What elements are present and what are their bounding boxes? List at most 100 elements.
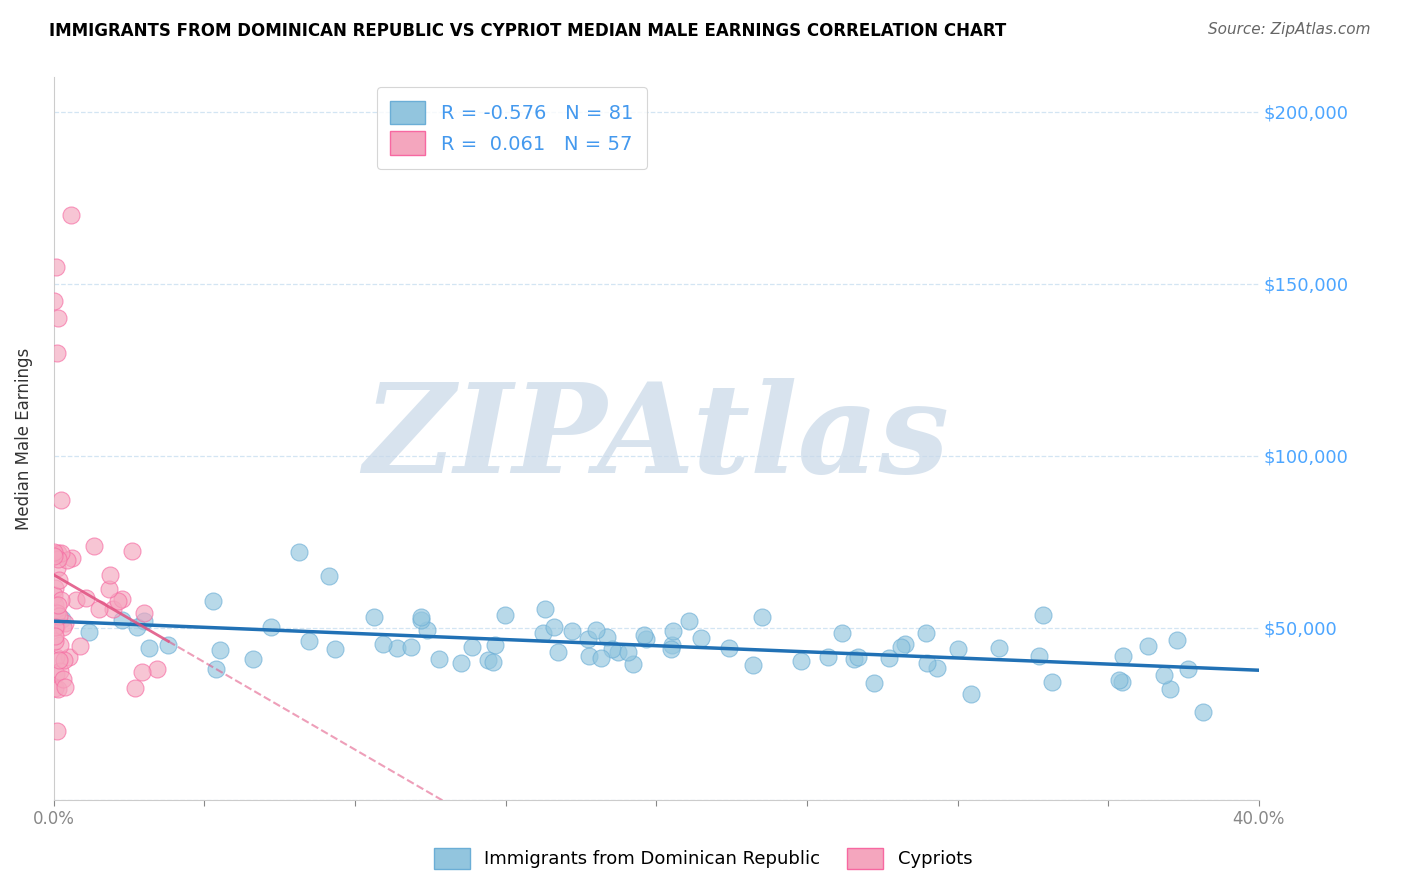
- Point: [862, 676, 884, 690]
- Point: [121, 544, 143, 558]
- Point: [416, 624, 439, 638]
- Point: [49, 493, 72, 508]
- Point: [46, 723, 69, 738]
- Point: [831, 626, 853, 640]
- Point: [45, 560, 67, 574]
- Point: [52, 620, 75, 634]
- Point: [1112, 648, 1135, 663]
- Point: [450, 657, 472, 671]
- Point: [718, 640, 741, 655]
- Point: [138, 641, 160, 656]
- Point: [46, 682, 69, 697]
- Point: [97, 582, 120, 597]
- Point: [49, 592, 72, 607]
- Point: [427, 652, 450, 666]
- Point: [204, 662, 226, 676]
- Point: [75, 591, 97, 605]
- Point: [44, 681, 66, 695]
- Point: [399, 640, 422, 654]
- Point: [600, 642, 623, 657]
- Point: [543, 620, 565, 634]
- Point: [481, 655, 503, 669]
- Point: [131, 665, 153, 679]
- Point: [531, 626, 554, 640]
- Point: [44, 629, 66, 643]
- Point: [242, 652, 264, 666]
- Point: [48, 608, 70, 623]
- Point: [842, 652, 865, 666]
- Point: [633, 628, 655, 642]
- Point: [156, 638, 179, 652]
- Point: [461, 640, 484, 655]
- Point: [1032, 607, 1054, 622]
- Point: [484, 638, 506, 652]
- Point: [51, 611, 73, 625]
- Point: [606, 645, 628, 659]
- Point: [45, 260, 67, 274]
- Point: [661, 624, 683, 638]
- Point: [659, 642, 682, 657]
- Point: [323, 642, 346, 657]
- Point: [44, 588, 66, 602]
- Point: [634, 632, 657, 646]
- Point: [59, 208, 82, 222]
- Point: [623, 657, 645, 672]
- Point: [1108, 673, 1130, 687]
- Point: [988, 641, 1011, 656]
- Point: [1028, 648, 1050, 663]
- Point: [146, 662, 169, 676]
- Point: [690, 631, 713, 645]
- Point: [44, 293, 66, 308]
- Point: [741, 657, 763, 672]
- Point: [494, 608, 516, 623]
- Point: [101, 601, 124, 615]
- Point: [202, 594, 225, 608]
- Point: [585, 624, 607, 638]
- Point: [925, 660, 948, 674]
- Point: [846, 650, 869, 665]
- Point: [125, 620, 148, 634]
- Point: [1040, 674, 1063, 689]
- Point: [589, 651, 612, 665]
- Point: [817, 649, 839, 664]
- Point: [124, 681, 146, 695]
- Point: [960, 687, 983, 701]
- Point: [87, 601, 110, 615]
- Point: [46, 546, 69, 560]
- Point: [894, 638, 917, 652]
- Point: [1111, 675, 1133, 690]
- Point: [65, 593, 87, 607]
- Point: [208, 643, 231, 657]
- Point: [578, 648, 600, 663]
- Point: [44, 549, 66, 564]
- Point: [52, 653, 75, 667]
- Point: [49, 547, 72, 561]
- Point: [45, 345, 67, 359]
- Point: [877, 651, 900, 665]
- Point: [595, 630, 617, 644]
- Point: [45, 666, 67, 681]
- Point: [48, 653, 70, 667]
- Point: [915, 656, 938, 670]
- Point: [53, 680, 76, 694]
- Point: [616, 645, 638, 659]
- Point: [260, 620, 283, 634]
- Point: [49, 638, 72, 652]
- Point: [44, 547, 66, 561]
- Point: [948, 642, 970, 657]
- Point: [661, 638, 683, 652]
- Point: [298, 634, 321, 648]
- Point: [132, 606, 155, 620]
- Point: [371, 637, 394, 651]
- Point: [83, 539, 105, 553]
- Point: [409, 610, 432, 624]
- Point: [44, 633, 66, 648]
- Point: [363, 610, 385, 624]
- Point: [132, 615, 155, 629]
- Point: [1159, 681, 1181, 696]
- Point: [890, 640, 912, 654]
- Point: [107, 594, 129, 608]
- Point: [53, 615, 76, 630]
- Point: [110, 591, 132, 606]
- Point: [318, 569, 340, 583]
